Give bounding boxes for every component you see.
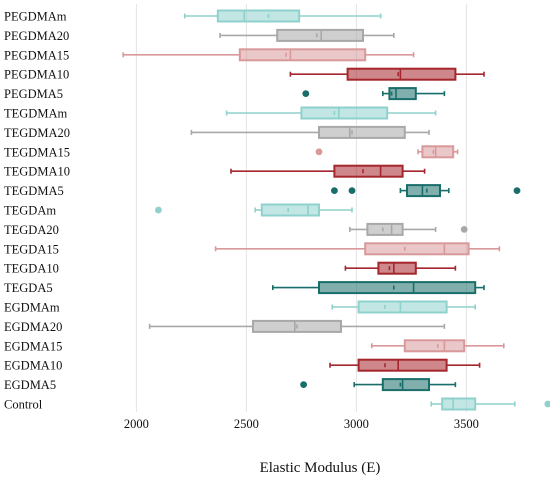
category-label: EGDMA10 xyxy=(4,359,62,373)
outlier-point xyxy=(348,187,356,195)
category-label: EGDMA20 xyxy=(4,320,62,334)
category-label: TEGDA5 xyxy=(4,281,53,295)
box-TEGDMAm xyxy=(225,106,437,120)
iqr-box xyxy=(333,164,404,178)
box-TEGDA10 xyxy=(344,261,457,275)
iqr-box xyxy=(421,145,455,159)
box-EGDMA15 xyxy=(370,339,505,353)
box-EGDMA5 xyxy=(300,378,457,392)
category-label: PEGDMA20 xyxy=(4,29,69,43)
category-label: PEGDMA5 xyxy=(4,87,63,101)
outlier-point xyxy=(513,187,521,195)
iqr-box xyxy=(388,87,417,101)
iqr-box xyxy=(276,28,365,42)
outlier-point xyxy=(315,148,323,156)
iqr-box xyxy=(238,48,367,62)
box-EGDMA10 xyxy=(329,358,481,372)
box-EGDMA20 xyxy=(148,319,446,333)
iqr-box xyxy=(366,222,404,236)
x-tick-label: 2000 xyxy=(124,417,149,431)
box-TEGDA20 xyxy=(348,222,468,236)
category-label: TEGDAm xyxy=(4,204,56,218)
iqr-box xyxy=(260,203,320,217)
iqr-box xyxy=(300,106,389,120)
x-tick-labels: 2000 2500 3000 3500 xyxy=(124,417,479,431)
box-TEGDMA5 xyxy=(331,184,521,198)
category-label: EGDMAm xyxy=(4,301,60,315)
iqr-box xyxy=(318,125,406,139)
iqr-box xyxy=(377,261,417,275)
category-label: PEGDMA15 xyxy=(4,48,69,62)
category-label: TEGDA10 xyxy=(4,262,59,276)
category-label: PEGDMA10 xyxy=(4,68,69,82)
category-label: TEGDMAm xyxy=(4,107,67,121)
x-tick-label: 3000 xyxy=(344,417,369,431)
category-label: PEGDMAm xyxy=(4,10,67,24)
iqr-box xyxy=(403,339,466,353)
category-label: TEGDA20 xyxy=(4,223,59,237)
iqr-box xyxy=(364,242,470,256)
box-PEGDMA5 xyxy=(302,87,446,101)
outlier-point xyxy=(302,90,310,97)
box-PEGDMA10 xyxy=(289,67,485,81)
category-label: TEGDMA20 xyxy=(4,126,70,140)
box-PEGDMAm xyxy=(184,9,382,23)
box-series xyxy=(122,9,550,411)
iqr-box xyxy=(357,300,448,314)
outlier-point xyxy=(460,226,468,233)
iqr-box xyxy=(406,184,441,198)
x-tick-label: 3500 xyxy=(454,417,479,431)
box-TEGDAm xyxy=(155,203,353,217)
box-TEGDA15 xyxy=(214,242,501,256)
box-EGDMAm xyxy=(331,300,477,314)
iqr-box xyxy=(346,67,457,81)
category-label: Control xyxy=(4,398,43,412)
category-label: TEGDMA15 xyxy=(4,145,70,159)
category-label: TEGDMA5 xyxy=(4,184,64,198)
box-TEGDMA15 xyxy=(315,145,459,159)
category-labels: PEGDMAm PEGDMA20 PEGDMA15 PEGDMA10 PEGDMA5 TE… xyxy=(4,10,70,412)
box-Control xyxy=(430,397,550,411)
box-TEGDA5 xyxy=(271,281,485,295)
box-TEGDMA10 xyxy=(230,164,426,178)
iqr-box xyxy=(357,358,448,372)
outlier-point xyxy=(155,206,162,214)
outlier-point xyxy=(331,187,338,195)
iqr-box xyxy=(216,9,301,23)
outlier-point xyxy=(300,381,307,388)
iqr-box xyxy=(318,281,477,295)
category-label: EGDMA15 xyxy=(4,339,62,353)
outlier-point xyxy=(544,400,550,408)
category-label: TEGDMA10 xyxy=(4,165,70,179)
x-axis-label: Elastic Modulus (E) xyxy=(260,460,381,476)
category-label: EGDMA5 xyxy=(4,378,56,392)
box-PEGDMA15 xyxy=(122,48,415,62)
box-PEGDMA20 xyxy=(219,28,395,42)
category-label: TEGDA15 xyxy=(4,242,59,256)
iqr-box xyxy=(441,397,477,411)
x-tick-label: 2500 xyxy=(234,417,259,431)
iqr-box xyxy=(381,378,430,392)
box-TEGDMA20 xyxy=(190,125,430,139)
